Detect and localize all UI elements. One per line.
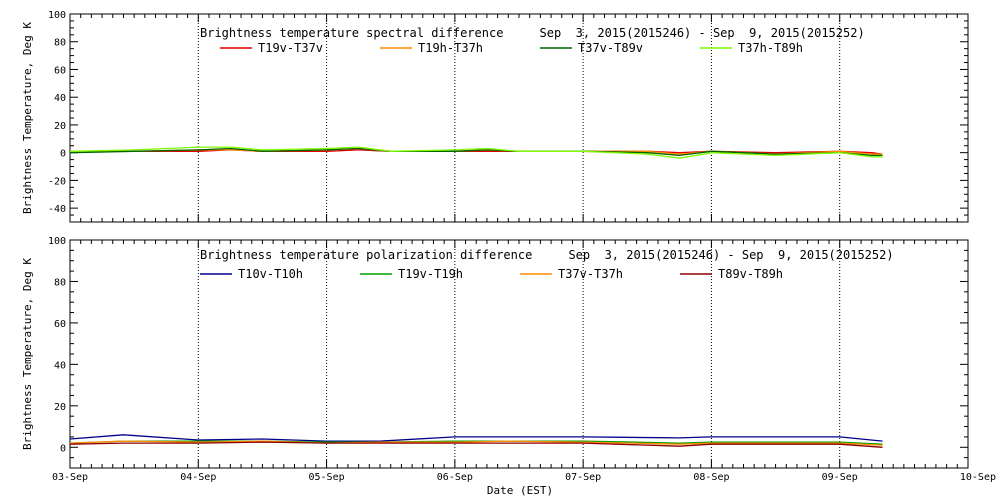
legend-label: T19v-T19h	[398, 267, 463, 281]
x-tick-label: 05-Sep	[309, 472, 345, 483]
series-line-T37v-T89v	[69, 147, 883, 157]
x-tick-label: 10-Sep	[960, 472, 996, 483]
y-tick-label: 0	[60, 149, 66, 160]
polarization-difference-panel: 0 20 40 60 80 100 Brightness temperature polar…	[21, 236, 996, 483]
y-tick-label: -20	[48, 176, 66, 187]
x-tick-label: 09-Sep	[822, 472, 858, 483]
y-tick-label: 20	[54, 402, 66, 413]
y-tick-label: 100	[48, 10, 66, 21]
series-line-T37h-T89h	[69, 146, 883, 159]
panel-title: Brightness temperature polarization diff…	[200, 248, 894, 262]
y-tick-label: 60	[54, 65, 66, 76]
x-tick-label: 03-Sep	[52, 472, 88, 483]
legend-label: T37v-T89v	[578, 41, 643, 55]
legend-label: T19v-T37v	[258, 41, 323, 55]
legend-label: T37h-T89h	[738, 41, 803, 55]
y-tick-label: 100	[48, 236, 66, 247]
y-tick-label: 80	[54, 277, 66, 288]
spectral-difference-panel: -40 -20 0 20 40 60 80 100 Brightness temperature…	[21, 10, 969, 223]
x-tick-label: 04-Sep	[180, 472, 216, 483]
x-axis-label: Date (EST)	[487, 484, 553, 497]
series-line-T89v-T89h	[69, 441, 883, 448]
panel-title: Brightness temperature spectral differen…	[200, 26, 865, 40]
y-tick-label: -40	[48, 204, 66, 215]
plot-frame	[69, 239, 969, 469]
y-tick-label: 40	[54, 360, 66, 371]
x-tick-label: 07-Sep	[565, 472, 601, 483]
y-tick-label: 0	[60, 443, 66, 454]
legend-label: T10v-T10h	[238, 267, 303, 281]
plot-frame	[69, 13, 969, 223]
series-line-T37v-T37h	[69, 440, 883, 446]
y-axis-label: Brightness Temperature, Deg K	[21, 22, 34, 214]
series-line-T10v-T10h	[69, 434, 883, 442]
legend-label: T19h-T37h	[418, 41, 483, 55]
y-axis-label: Brightness Temperature, Deg K	[21, 258, 34, 450]
y-tick-label: 20	[54, 121, 66, 132]
x-tick-label: 06-Sep	[437, 472, 473, 483]
legend-label: T89v-T89h	[718, 267, 783, 281]
x-tick-label: 08-Sep	[693, 472, 729, 483]
y-tick-label: 80	[54, 38, 66, 49]
legend-label: T37v-T37h	[558, 267, 623, 281]
y-tick-label: 60	[54, 319, 66, 330]
y-tick-label: 40	[54, 93, 66, 104]
